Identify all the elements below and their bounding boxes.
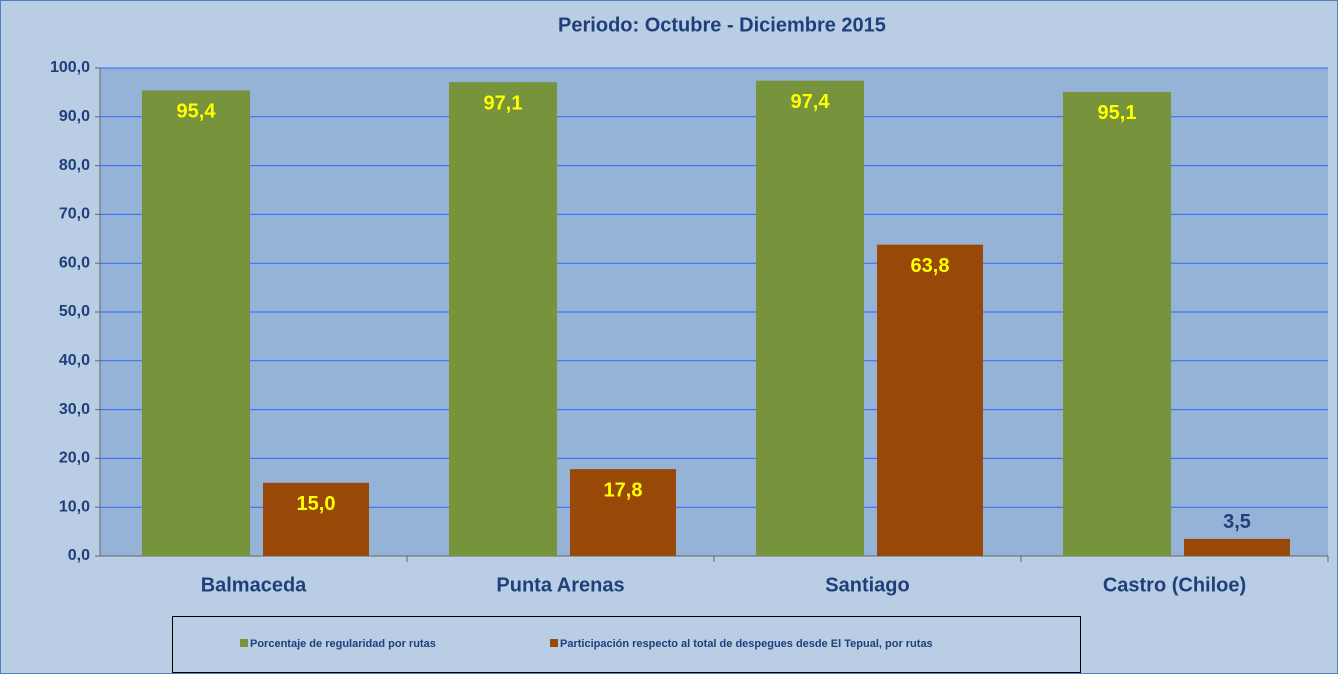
- y-tick-label: 70,0: [59, 206, 90, 223]
- legend-label: Porcentaje de regularidad por rutas: [250, 638, 436, 650]
- bar: [756, 80, 864, 557]
- y-tick-label: 100,0: [50, 59, 90, 76]
- legend-swatch: [550, 639, 558, 647]
- legend-box: [172, 616, 1081, 673]
- bar: [142, 90, 250, 556]
- bar: [263, 482, 369, 556]
- y-tick-label: 40,0: [59, 352, 90, 369]
- x-tick-label: Punta Arenas: [496, 574, 624, 596]
- value-label: 3,5: [1223, 511, 1251, 533]
- y-tick-label: 0,0: [68, 547, 90, 564]
- x-tick-label: Balmaceda: [201, 574, 307, 596]
- legend-swatch: [240, 639, 248, 647]
- value-label: 97,1: [484, 92, 523, 114]
- bar: [570, 469, 676, 556]
- legend-label: Participación respecto al total de despe…: [560, 638, 933, 650]
- y-tick-label: 80,0: [59, 157, 90, 174]
- bar: [1184, 538, 1290, 556]
- x-tick-label: Castro (Chiloe): [1103, 574, 1246, 596]
- value-label: 95,4: [177, 101, 217, 123]
- y-tick-label: 60,0: [59, 254, 90, 271]
- y-tick-label: 10,0: [59, 498, 90, 515]
- value-label: 97,4: [791, 91, 831, 113]
- bar: [877, 244, 983, 556]
- value-label: 15,0: [297, 493, 336, 515]
- y-tick-label: 20,0: [59, 450, 90, 467]
- bar: [449, 82, 557, 556]
- value-label: 17,8: [604, 479, 643, 501]
- bar: [1063, 91, 1171, 557]
- y-tick-label: 90,0: [59, 108, 90, 125]
- value-label: 63,8: [911, 255, 950, 277]
- chart-title: Periodo: Octubre - Diciembre 2015: [558, 14, 886, 36]
- value-label: 95,1: [1098, 102, 1137, 124]
- y-tick-label: 30,0: [59, 401, 90, 418]
- y-tick-label: 50,0: [59, 303, 90, 320]
- x-tick-label: Santiago: [825, 574, 909, 596]
